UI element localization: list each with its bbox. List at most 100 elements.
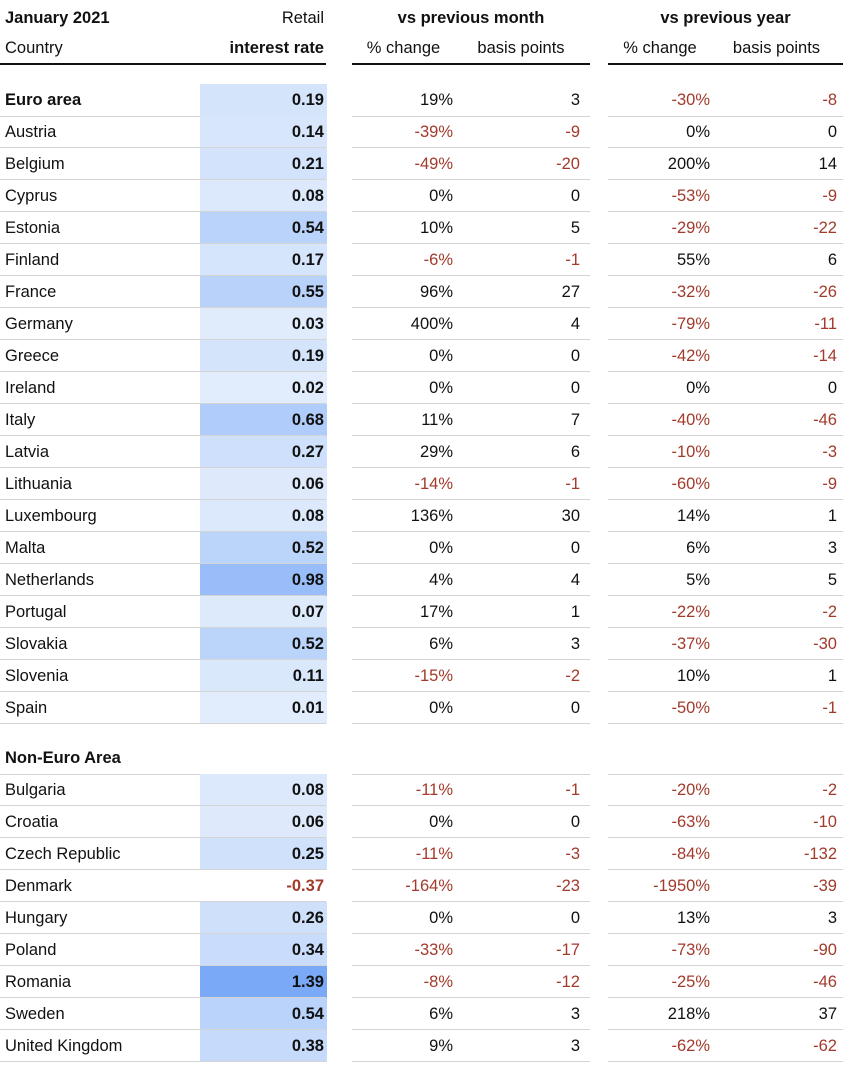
row-rule (608, 837, 843, 838)
rate-shade (200, 660, 327, 692)
row-value: 0 (570, 813, 580, 831)
row-rule (608, 595, 843, 596)
row-rule (352, 275, 590, 276)
row-value: -22% (671, 603, 710, 621)
row-value: 0.27 (291, 443, 324, 461)
row-value: -1950% (653, 877, 710, 895)
row-value: -2 (822, 603, 837, 621)
row-value: -6% (423, 251, 453, 269)
row-value: 0 (827, 379, 837, 397)
section-label: Euro area (5, 91, 82, 109)
country-name: Czech Republic (5, 845, 121, 863)
row-rule (352, 116, 590, 117)
row-rule (352, 901, 590, 902)
row-rule (0, 1029, 326, 1030)
row-rule (0, 531, 326, 532)
row-value: -1 (565, 781, 580, 799)
row-value: -1 (565, 475, 580, 493)
row-value: -46 (813, 973, 837, 991)
row-rule (608, 211, 843, 212)
row-value: 3 (827, 909, 837, 927)
row-rule (352, 147, 590, 148)
row-value: -60% (671, 475, 710, 493)
row-rule (608, 723, 843, 724)
row-value: 6 (827, 251, 837, 269)
row-rule (352, 691, 590, 692)
row-value: 0.06 (291, 813, 324, 831)
row-rule (352, 659, 590, 660)
rate-shade (200, 806, 327, 838)
row-rule (352, 435, 590, 436)
row-value: 0% (429, 347, 453, 365)
row-value: 0.21 (291, 155, 324, 173)
row-value: 0.52 (291, 635, 324, 653)
row-value: 0.08 (291, 187, 324, 205)
row-value: -63% (671, 813, 710, 831)
row-value: -11% (415, 781, 453, 799)
row-value: 14 (818, 155, 837, 173)
header-year: vs previous year (660, 9, 791, 27)
row-value: -12 (556, 973, 580, 991)
row-value: 6% (686, 539, 710, 557)
row-value: 6% (429, 635, 453, 653)
row-value: 1.39 (291, 973, 324, 991)
row-value: -3 (822, 443, 837, 461)
row-value: -73% (671, 941, 710, 959)
row-value: -23 (556, 877, 580, 895)
section-value: 0.19 (291, 91, 324, 109)
rate-shade (200, 692, 327, 724)
row-rule (352, 869, 590, 870)
row-value: 0 (570, 539, 580, 557)
country-name: Poland (5, 941, 57, 959)
country-name: Cyprus (5, 187, 58, 205)
row-value: 0.38 (291, 1037, 324, 1055)
row-rule (352, 403, 590, 404)
row-value: 200% (667, 155, 710, 173)
row-rule (0, 965, 326, 966)
row-value: 4 (570, 571, 580, 589)
rate-shade (200, 628, 327, 660)
row-value: -9 (822, 475, 837, 493)
rate-shade (200, 998, 327, 1030)
row-rule (608, 901, 843, 902)
row-value: -62 (813, 1037, 837, 1055)
row-value: 0% (429, 699, 453, 717)
row-value: 27 (561, 283, 580, 301)
row-value: 0.98 (291, 571, 324, 589)
row-rule (0, 563, 326, 564)
row-rule (352, 933, 590, 934)
row-value: 0.54 (291, 1005, 324, 1023)
row-value: -132 (803, 845, 837, 863)
row-rule (0, 179, 326, 180)
row-value: 29% (419, 443, 453, 461)
row-value: 14% (676, 507, 710, 525)
rate-shade (200, 596, 327, 628)
header-rate: interest rate (229, 39, 324, 57)
row-rule (608, 965, 843, 966)
row-rule (0, 307, 326, 308)
row-value: -84% (671, 845, 710, 863)
row-rule (608, 997, 843, 998)
country-name: Latvia (5, 443, 50, 461)
country-name: Portugal (5, 603, 67, 621)
row-value: 0.03 (291, 315, 324, 333)
row-value: 6 (570, 443, 580, 461)
header-sub: basis points (732, 39, 821, 57)
row-value: 7 (570, 411, 580, 429)
row-value: 0% (429, 813, 453, 831)
country-name: Slovenia (5, 667, 69, 685)
row-rule (352, 211, 590, 212)
header-rule (0, 63, 326, 65)
country-name: Finland (5, 251, 60, 269)
row-value: 37 (818, 1005, 837, 1023)
row-value: 10% (676, 667, 710, 685)
rate-shade (200, 838, 327, 870)
row-value: -46 (813, 411, 837, 429)
row-rule (352, 627, 590, 628)
row-value: 0 (570, 379, 580, 397)
row-value: 3 (827, 539, 837, 557)
row-value: 0.14 (291, 123, 324, 141)
row-value: 136% (410, 507, 453, 525)
row-rule (352, 499, 590, 500)
rate-shade (200, 244, 327, 276)
